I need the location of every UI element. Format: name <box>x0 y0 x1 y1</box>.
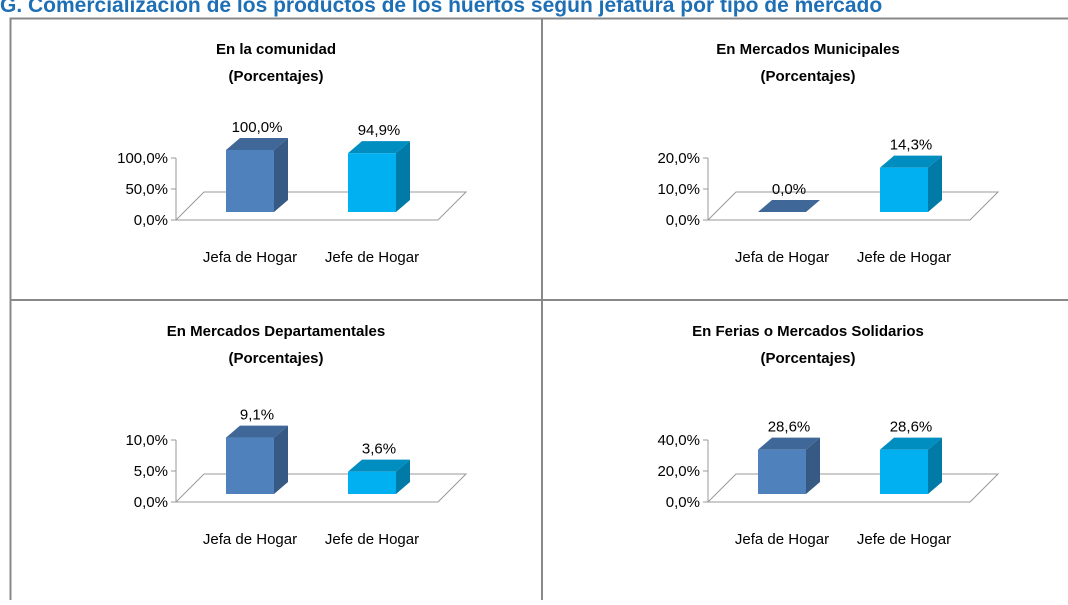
floor <box>176 474 466 502</box>
x-tick-label: Jefe de Hogar <box>325 249 419 266</box>
value-label: 0,0% <box>772 181 806 198</box>
page-title: G. Comercialización de los productos de … <box>0 0 882 17</box>
chart-subtitle: (Porcentajes) <box>760 350 855 367</box>
floor <box>176 192 466 220</box>
bar-top <box>758 200 820 212</box>
bar <box>348 472 396 494</box>
x-tick-label: Jefe de Hogar <box>325 531 419 548</box>
bar <box>758 450 806 494</box>
y-tick-label: 50,0% <box>125 181 168 198</box>
y-tick-label: 20,0% <box>657 463 700 480</box>
x-tick-label: Jefe de Hogar <box>857 249 951 266</box>
x-tick-label: Jefa de Hogar <box>735 249 829 266</box>
x-tick-label: Jefe de Hogar <box>857 531 951 548</box>
y-tick-label: 100,0% <box>117 150 168 167</box>
value-label: 9,1% <box>240 407 274 424</box>
y-tick-label: 5,0% <box>134 463 168 480</box>
bar-side <box>274 138 288 212</box>
chart-subtitle: (Porcentajes) <box>228 68 323 85</box>
value-label: 28,6% <box>890 419 933 436</box>
chart-title: En la comunidad <box>216 41 336 58</box>
bar <box>348 153 396 212</box>
bar-side <box>274 426 288 494</box>
y-tick-label: 40,0% <box>657 432 700 449</box>
y-tick-label: 0,0% <box>666 212 700 229</box>
value-label: 94,9% <box>358 122 401 139</box>
y-tick-label: 0,0% <box>134 212 168 229</box>
bar <box>226 150 274 212</box>
chart-subtitle: (Porcentajes) <box>228 350 323 367</box>
value-label: 3,6% <box>362 441 396 458</box>
x-tick-label: Jefa de Hogar <box>203 531 297 548</box>
y-tick-label: 0,0% <box>666 494 700 511</box>
y-tick-label: 0,0% <box>134 494 168 511</box>
chart-title: En Mercados Departamentales <box>167 323 385 340</box>
y-tick-label: 10,0% <box>125 432 168 449</box>
x-tick-label: Jefa de Hogar <box>203 249 297 266</box>
floor <box>708 192 998 220</box>
floor <box>708 474 998 502</box>
chart-title: En Mercados Municipales <box>716 41 899 58</box>
value-label: 100,0% <box>232 119 283 136</box>
frame <box>11 19 1068 601</box>
y-tick-label: 20,0% <box>657 150 700 167</box>
y-tick-label: 10,0% <box>657 181 700 198</box>
bar <box>880 450 928 494</box>
chart-title: En Ferias o Mercados Solidarios <box>692 323 924 340</box>
bar <box>880 168 928 212</box>
bar <box>226 438 274 494</box>
chart-subtitle: (Porcentajes) <box>760 68 855 85</box>
value-label: 28,6% <box>768 419 811 436</box>
x-tick-label: Jefa de Hogar <box>735 531 829 548</box>
value-label: 14,3% <box>890 137 933 154</box>
bar-side <box>396 141 410 212</box>
